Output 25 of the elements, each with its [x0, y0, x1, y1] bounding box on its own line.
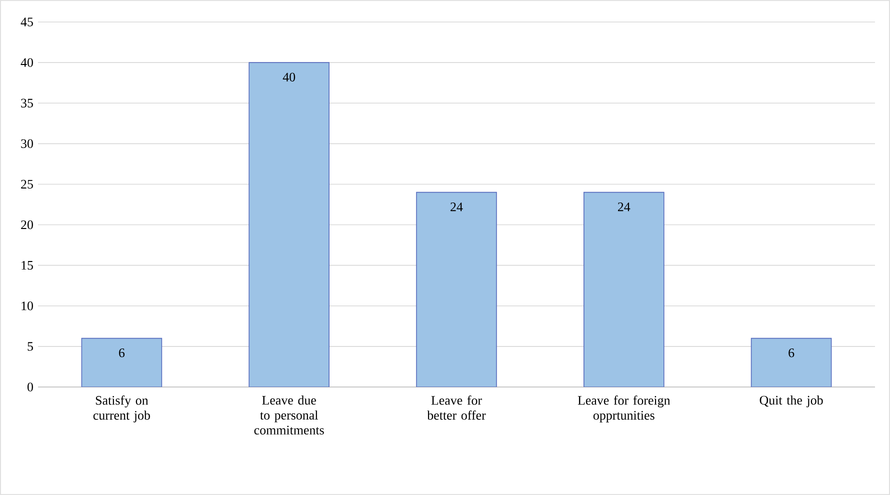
x-tick-label: Leave for foreign opprtunities: [578, 396, 670, 422]
bar: [81, 338, 162, 387]
x-tick-label: Leave for better offer: [427, 396, 486, 420]
x-tick-label: Satisfy on current job: [93, 396, 150, 422]
x-tick-label: Leave due to personal commitments: [254, 396, 324, 435]
y-tick-label: 45: [20, 18, 33, 26]
bar: [416, 192, 497, 387]
y-tick-label: 30: [21, 139, 33, 148]
y-tick-label: 10: [22, 302, 33, 310]
data-label: 40: [282, 72, 296, 82]
data-label: 6: [788, 348, 794, 358]
data-label: 24: [618, 202, 630, 212]
y-tick-label: 20: [21, 220, 33, 230]
y-tick-label: 15: [22, 260, 33, 270]
bar: [248, 62, 330, 387]
y-tick-label: 35: [21, 98, 33, 108]
data-label: 6: [119, 348, 125, 358]
y-tick-label: 40: [20, 58, 33, 67]
data-label: 24: [450, 202, 463, 212]
y-tick-label: 5: [28, 342, 33, 351]
bar: [584, 192, 664, 387]
x-tick-label: Quit the job: [760, 396, 823, 408]
bar: [750, 338, 832, 387]
y-tick-label: 25: [21, 180, 33, 189]
y-tick-label: 0: [28, 382, 33, 392]
